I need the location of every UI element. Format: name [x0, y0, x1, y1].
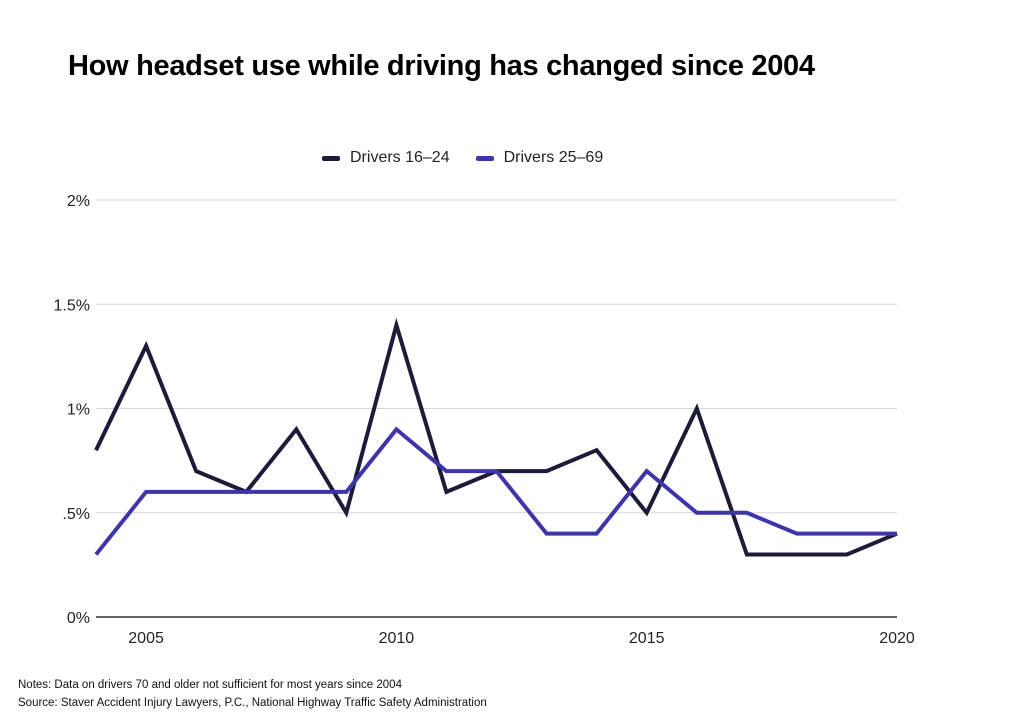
gridlines [96, 199, 897, 618]
x-tick-label: 2010 [379, 630, 415, 647]
chart-notes: Notes: Data on drivers 70 and older not … [18, 676, 487, 712]
chart-title: How headset use while driving has change… [68, 50, 815, 82]
legend-item-drivers-25-69: Drivers 25–69 [475, 149, 604, 167]
y-axis-ticks: 0% .5% 1% 1.5% 2% [54, 193, 90, 627]
y-tick-label: 2% [67, 193, 90, 210]
x-axis-ticks: 2005 2010 2015 2020 [128, 630, 915, 647]
series-lines [94, 317, 898, 557]
legend-label-drivers-16-24: Drivers 16–24 [350, 149, 450, 166]
legend-swatch-drivers-16-24 [322, 155, 340, 161]
legend-item-drivers-16-24: Drivers 16–24 [322, 149, 450, 167]
legend-label-drivers-25-69: Drivers 25–69 [503, 149, 604, 166]
x-tick-label: 2015 [629, 630, 665, 647]
source-line: Source: Staver Accident Injury Lawyers, … [18, 697, 487, 709]
y-tick-label: .5% [62, 506, 90, 523]
y-tick-label: 1.5% [54, 297, 90, 314]
x-tick-label: 2020 [879, 630, 915, 647]
y-tick-label: 1% [67, 402, 90, 419]
y-tick-label: 0% [67, 610, 90, 627]
notes-line: Notes: Data on drivers 70 and older not … [18, 679, 402, 691]
legend-swatch-drivers-25-69 [475, 155, 494, 161]
x-tick-label: 2005 [128, 630, 164, 647]
series-line-drivers-25-69 [94, 426, 897, 556]
legend: Drivers 16–24 Drivers 25–69 [322, 149, 629, 167]
series-line-drivers-16-24 [94, 317, 898, 557]
